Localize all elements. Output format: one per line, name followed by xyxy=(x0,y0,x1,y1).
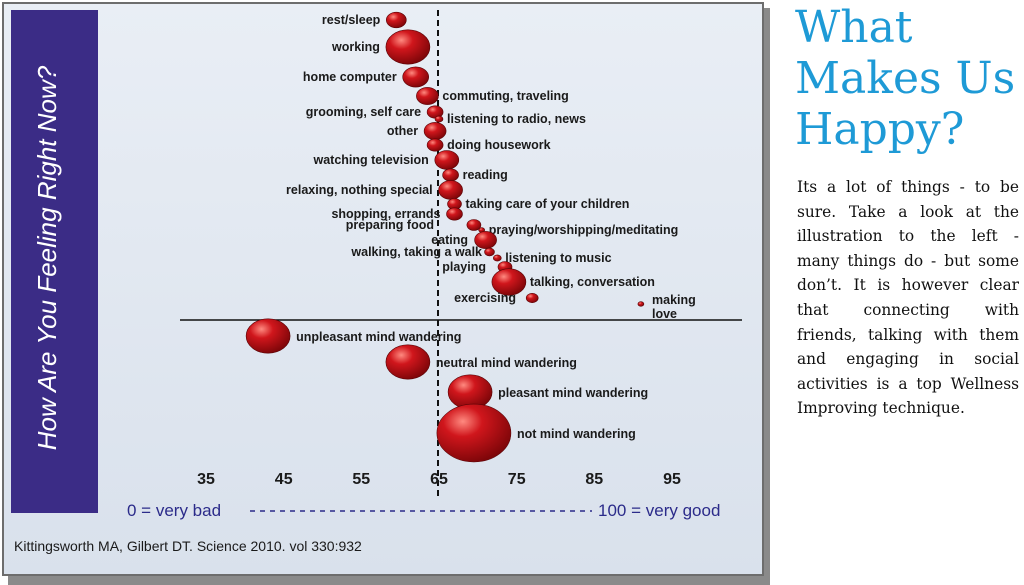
activity-label: talking, conversation xyxy=(530,275,655,289)
side-body-text: Its a lot of things - to be sure. Take a… xyxy=(797,178,1019,418)
activity-bubble xyxy=(385,29,431,65)
scale-caption-left: 0 = very bad xyxy=(127,501,221,520)
x-tick-label: 75 xyxy=(508,471,526,488)
activity-label: commuting, traveling xyxy=(442,89,568,103)
activity-bubble xyxy=(438,180,463,200)
activity-label: walking, taking a walk xyxy=(350,245,482,259)
scale-caption-right: 100 = very good xyxy=(598,501,720,520)
mind-wandering-bubble xyxy=(245,318,291,354)
side-title: What Makes Us Happy? xyxy=(795,2,1016,155)
activity-label: grooming, self care xyxy=(306,105,421,119)
activity-label: doing housework xyxy=(447,138,551,152)
x-axis-ticks: 35 45 55 65 75 85 95 xyxy=(197,471,681,488)
x-tick-label: 35 xyxy=(197,471,215,488)
activity-label: working xyxy=(331,40,380,54)
activity-bubble xyxy=(525,292,539,303)
chart-panel: How Are You Feeling Right Now? rest/slee… xyxy=(2,2,770,585)
activity-label: rest/sleep xyxy=(322,13,381,27)
y-axis-label: How Are You Feeling Right Now? xyxy=(32,65,62,450)
activity-bubble xyxy=(484,247,495,257)
chart-background xyxy=(2,2,764,576)
activity-bubble xyxy=(491,268,527,296)
citation: Kittingsworth MA, Gilbert DT. Science 20… xyxy=(14,538,362,554)
activity-bubble xyxy=(637,301,645,307)
mind-wandering-bubble xyxy=(385,344,431,380)
activity-label: praying/worshipping/meditating xyxy=(489,223,679,237)
activity-label: listening to music xyxy=(505,251,611,265)
activity-label: home computer xyxy=(303,70,397,84)
activity-bubble xyxy=(402,66,430,88)
activity-bubble xyxy=(423,122,447,140)
x-tick-label: 45 xyxy=(275,471,293,488)
activity-bubble xyxy=(416,87,439,105)
x-tick-label: 55 xyxy=(352,471,370,488)
activity-bubble xyxy=(385,11,407,29)
activity-label: reading xyxy=(463,168,508,182)
bubble-layer: rest/sleep working home computer commuting,… xyxy=(245,11,696,463)
activity-bubble xyxy=(434,115,444,123)
x-tick-label: 65 xyxy=(430,471,448,488)
mind-wandering-label: unpleasant mind wandering xyxy=(296,330,461,344)
activity-label: taking care of your children xyxy=(466,197,630,211)
y-axis-bar xyxy=(11,10,98,513)
activity-label: love xyxy=(652,307,677,321)
mind-wandering-bubble xyxy=(436,403,512,463)
activity-label: listening to radio, news xyxy=(447,112,586,126)
activity-bubble xyxy=(492,254,502,262)
activity-label: other xyxy=(387,124,418,138)
x-tick-label: 85 xyxy=(585,471,603,488)
activity-label: making xyxy=(652,293,696,307)
chart-svg: How Are You Feeling Right Now? rest/slee… xyxy=(2,2,770,585)
activity-label: preparing food xyxy=(346,218,434,232)
activity-label: exercising xyxy=(454,291,516,305)
activity-bubble xyxy=(474,231,497,249)
activity-bubble xyxy=(446,207,463,221)
activity-label: playing xyxy=(442,260,486,274)
activity-bubble xyxy=(442,168,459,182)
activity-label: shopping, errands xyxy=(331,207,440,221)
activity-bubble xyxy=(434,150,460,170)
mind-wandering-label: neutral mind wandering xyxy=(436,356,577,370)
activity-bubble xyxy=(426,138,444,152)
mind-wandering-label: not mind wandering xyxy=(517,427,636,441)
activity-label: eating xyxy=(431,233,468,247)
activity-bubble xyxy=(466,219,482,231)
mind-wandering-label: pleasant mind wandering xyxy=(498,386,648,400)
activity-label: relaxing, nothing special xyxy=(286,183,433,197)
x-tick-label: 95 xyxy=(663,471,681,488)
activity-label: watching television xyxy=(312,153,428,167)
